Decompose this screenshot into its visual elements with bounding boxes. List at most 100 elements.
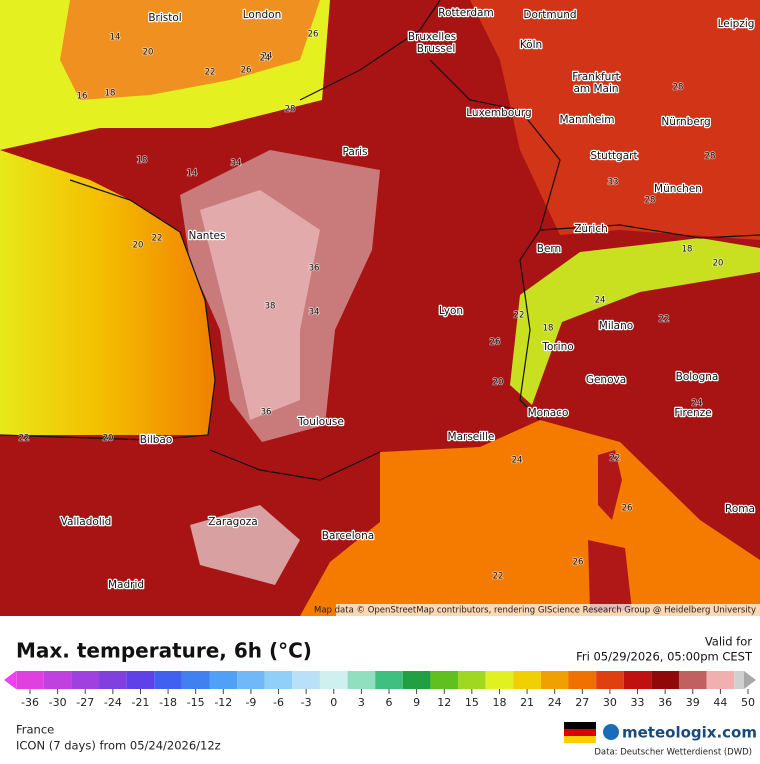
- city-label: Madrid: [108, 579, 144, 591]
- colorbar-segment: [347, 671, 376, 689]
- flag-stripe: [564, 722, 596, 729]
- brand: meteologix.com: [622, 724, 757, 742]
- colorbar-tick-label: 36: [658, 696, 672, 709]
- borders: [0, 0, 760, 481]
- flag-stripe: [564, 736, 596, 743]
- colorbar-segment: [540, 671, 569, 689]
- colorbar-segment: [402, 671, 431, 689]
- colorbar-tick-label: 21: [520, 696, 534, 709]
- colorbar-segment: [734, 671, 744, 689]
- colorbar-tick-label: -27: [76, 696, 94, 709]
- border: [209, 449, 381, 481]
- contour-label: 20: [103, 434, 114, 444]
- contour-label: 24: [262, 52, 273, 62]
- contour-label: 22: [493, 572, 504, 582]
- colorbar-tick-label: 44: [713, 696, 727, 709]
- city-label: Nürnberg: [661, 116, 710, 128]
- city-label: Roma: [725, 503, 755, 515]
- colorbar-tick-label: -30: [49, 696, 67, 709]
- contour-label: 22: [205, 68, 216, 78]
- contour-label: 26: [308, 30, 319, 40]
- colorbar-segment: [43, 671, 72, 689]
- contour-label: 22: [152, 234, 163, 244]
- city-label: Luxembourg: [466, 107, 531, 119]
- coastline: [299, 0, 441, 101]
- contour-label: 14: [110, 33, 121, 43]
- spain-interior: [190, 505, 300, 585]
- colorbar-segment: [458, 671, 486, 689]
- contour-label: 34: [231, 159, 242, 169]
- colorbar-tick-label: 27: [575, 696, 589, 709]
- city-label: Zürich: [574, 223, 608, 235]
- contour-label: 36: [309, 264, 320, 274]
- colorbar-tick-label: -21: [131, 696, 149, 709]
- city-label: Valladolid: [61, 516, 112, 528]
- map: Bristol London Rotterdam DortmundBruxellesB…: [0, 0, 760, 616]
- contour-label: 28: [645, 196, 656, 206]
- colorbar-tick-label: -9: [245, 696, 256, 709]
- contour-label: 36: [261, 408, 272, 418]
- city-label: Marseille: [448, 431, 495, 443]
- contour-label: 20: [143, 48, 154, 58]
- contour-label: 14: [187, 169, 198, 179]
- contour-label: 26: [490, 338, 501, 348]
- colorbar-tick-label: 12: [437, 696, 451, 709]
- colorbar-segment: [513, 671, 541, 689]
- colorbar-tick-label: 9: [413, 696, 420, 709]
- contour-label: 26: [573, 558, 584, 568]
- footer: Max. temperature, 6h (°C) Valid for Fri …: [4, 635, 757, 758]
- brand-logo: [603, 724, 619, 740]
- colorbar-tick-label: 6: [386, 696, 393, 709]
- contour-label: 22: [610, 454, 621, 464]
- colorbar-tick-label: -3: [301, 696, 312, 709]
- valid-label: Valid for: [705, 635, 752, 649]
- france-core: [200, 190, 320, 420]
- city-label: Toulouse: [297, 416, 344, 428]
- uk-land: [60, 0, 320, 100]
- colorbar-segment: [485, 671, 514, 689]
- city-label: Firenze: [674, 407, 711, 419]
- colorbar-tick-label: 30: [603, 696, 617, 709]
- colorbar-segment: [292, 671, 320, 689]
- colorbar-tick-label: -18: [159, 696, 177, 709]
- city-label: Bristol: [148, 12, 181, 24]
- flag-germany: [564, 722, 596, 743]
- valid-time: Fri 05/29/2026, 05:00pm CEST: [576, 650, 753, 664]
- city-label: Köln: [520, 39, 542, 51]
- contour-label: 34: [309, 308, 320, 318]
- colorbar-segment: [623, 671, 652, 689]
- colorbar-tick-label: 39: [686, 696, 700, 709]
- model-run: ICON (7 days) from 05/24/2026/12z: [16, 739, 221, 753]
- contour-label: 28: [705, 152, 716, 162]
- contour-label: 24: [260, 54, 271, 64]
- colorbar-segment: [375, 671, 403, 689]
- colorbar-tick-label: 50: [741, 696, 755, 709]
- colorbar-segment: [237, 671, 265, 689]
- contour-label: 22: [659, 315, 670, 325]
- colorbar-tick-label: -15: [187, 696, 205, 709]
- region: France: [16, 723, 54, 737]
- city-label: Genova: [586, 374, 626, 386]
- flag-stripe: [564, 729, 596, 736]
- contour-label: 20: [713, 259, 724, 269]
- data-source: Data: Deutscher Wetterdienst (DWD): [594, 748, 752, 758]
- contour-label: 24: [595, 296, 606, 306]
- colorbar-segment: [430, 671, 459, 689]
- alps: [510, 238, 760, 405]
- city-label: Milano: [599, 320, 633, 332]
- atlantic: [0, 150, 215, 435]
- contour-label: 28: [285, 105, 296, 115]
- colorbar-segment: [651, 671, 679, 689]
- contour-label: 24: [512, 456, 523, 466]
- city-label: Nantes: [189, 230, 226, 242]
- contour-label: 26: [241, 66, 252, 76]
- colorbar-tick-label: 33: [631, 696, 645, 709]
- city-label: Lyon: [439, 305, 463, 317]
- city-label: München: [654, 183, 702, 195]
- colorbar-tick-label: 0: [330, 696, 337, 709]
- colorbar-segment: [264, 671, 293, 689]
- contour-label: 20: [493, 378, 504, 388]
- city-label: Brussel: [417, 43, 456, 55]
- colorbar-segment: [568, 671, 597, 689]
